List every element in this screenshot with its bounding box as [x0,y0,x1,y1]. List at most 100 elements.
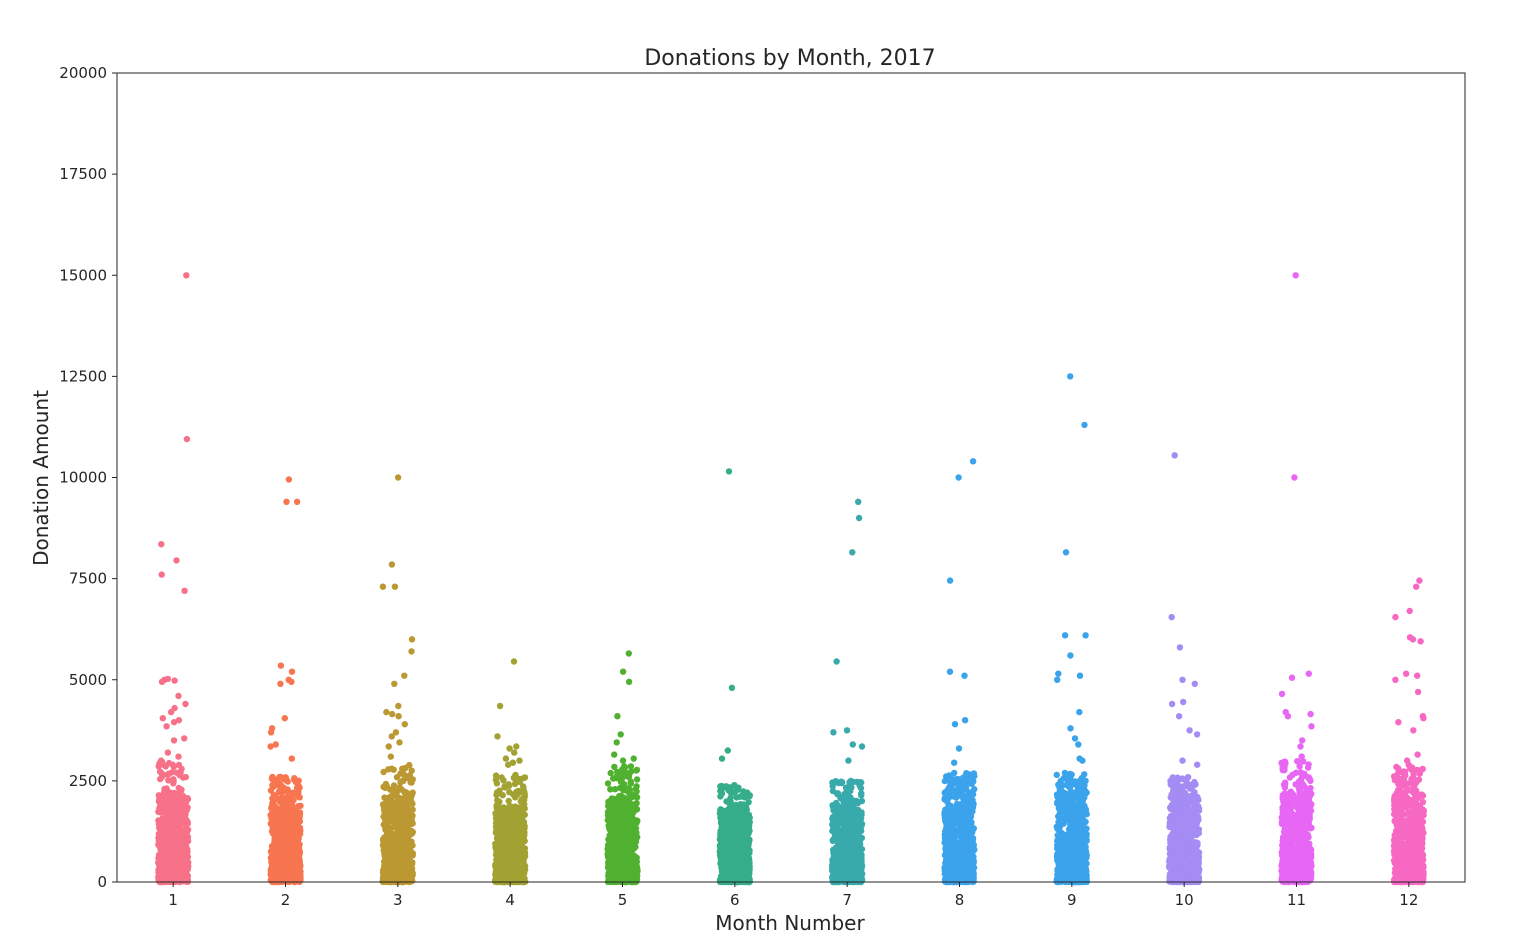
data-point [512,830,520,838]
data-point [844,833,851,840]
data-point [158,773,166,780]
data-point [838,806,845,813]
data-point [278,836,285,844]
data-point [514,854,522,862]
data-point [183,849,190,856]
data-point [407,811,415,818]
data-point [294,852,301,859]
outlier-point [385,743,392,750]
outlier-point [619,757,627,764]
data-point [627,778,634,785]
data-point [285,792,292,799]
data-point [278,796,286,803]
outlier-point [505,761,512,768]
data-point [846,827,854,834]
data-point [740,823,747,831]
outlier-point [395,713,402,720]
data-point [633,776,641,783]
outlier-point [391,680,398,687]
data-point [399,767,407,774]
outlier-point [277,680,284,687]
data-point [492,861,499,868]
outlier-point [617,731,624,738]
data-point [183,829,190,837]
data-point [726,800,733,808]
data-point [282,866,289,873]
data-point [406,799,414,806]
data-point [382,845,390,853]
data-point [163,801,171,808]
outlier-point [159,715,166,722]
data-point [838,875,845,883]
data-point [382,866,389,873]
data-point [512,794,519,801]
data-points [155,272,1427,886]
data-point [499,821,506,828]
data-point [724,785,731,793]
outlier-point [288,678,295,685]
outlier-point [619,668,627,675]
data-point [515,808,522,815]
data-point [380,768,387,776]
data-point [608,874,616,881]
outlier-point [855,514,863,522]
data-point [390,787,397,794]
outlier-point [625,650,632,657]
data-point [157,809,164,816]
outlier-point [167,708,175,716]
data-point [835,848,843,855]
outlier-point [855,498,862,505]
outlier-point [164,749,172,756]
data-point [607,769,614,777]
outlier-point [494,733,501,740]
data-point [381,813,388,820]
data-point [514,815,521,822]
data-point [832,778,839,785]
data-point [616,793,623,800]
data-point [173,853,180,860]
data-point [617,778,625,785]
data-point [161,794,168,801]
data-point [841,865,848,872]
data-point [506,789,513,796]
outlier-point [401,672,408,679]
data-point [401,841,408,848]
data-point [518,872,525,880]
data-point [288,877,295,885]
data-point [171,806,178,813]
data-point [617,841,625,849]
data-point [718,783,725,791]
data-point [857,825,864,832]
data-point [284,814,291,822]
data-point [744,831,752,838]
data-point [492,772,500,779]
data-point [391,871,398,878]
data-point [268,812,275,820]
data-point [165,777,172,784]
data-point [171,811,179,819]
data-point [176,816,183,823]
data-point [633,861,640,868]
data-point [174,871,181,878]
data-point [632,785,639,793]
data-point [166,875,173,882]
outlier-point [728,684,736,691]
outlier-point [849,741,856,748]
data-point [384,832,392,839]
data-point [408,851,415,858]
data-point [382,784,389,792]
data-point [176,772,183,779]
outlier-point [277,662,285,669]
data-point [379,801,387,808]
outlier-point [502,755,510,762]
data-point [857,871,865,879]
data-point [733,867,741,874]
data-point [831,808,839,815]
data-point [743,838,751,845]
data-point [735,784,742,791]
data-point [503,835,511,842]
data-point [159,825,166,832]
data-point [297,802,304,809]
data-point [607,814,615,821]
data-point [390,838,397,845]
